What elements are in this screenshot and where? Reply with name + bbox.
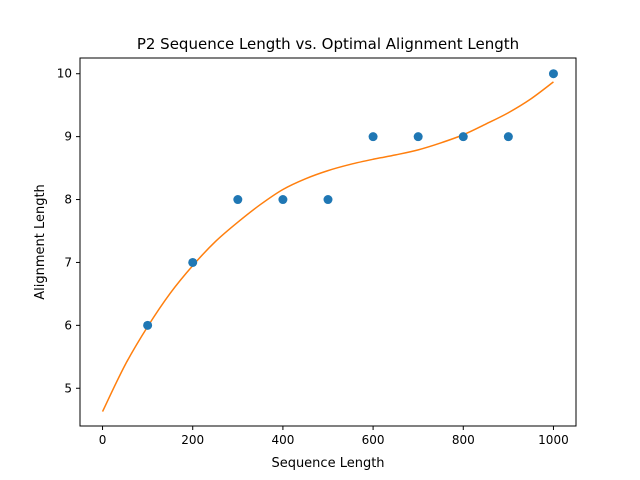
data-point [458,132,468,142]
fit-curve-line [101,81,554,412]
x-tick-label: 200 [181,433,204,447]
y-tick-label: 9 [64,130,72,144]
y-tick-label: 8 [64,193,72,207]
x-tick-label: 400 [271,433,294,447]
data-point [503,132,513,142]
y-tick-label: 6 [64,318,72,332]
x-tick-label: 0 [99,433,107,447]
data-point [548,69,558,79]
x-tick-label: 800 [452,433,475,447]
data-point [143,320,153,330]
x-tick-label: 1000 [538,433,569,447]
y-tick-label: 5 [64,381,72,395]
chart-title: P2 Sequence Length vs. Optimal Alignment… [137,35,519,53]
y-axis: 5 6 7 8 9 10 [57,67,80,395]
data-point [323,195,333,205]
x-tick-label: 600 [362,433,385,447]
y-tick-label: 7 [64,255,72,269]
x-axis-label: Sequence Length [271,456,384,471]
x-axis: 0 200 400 600 800 1000 [99,426,569,447]
data-point [368,132,378,142]
y-tick-label: 10 [57,67,72,81]
plot-area [101,69,558,412]
y-axis-label: Alignment Length [33,184,48,300]
data-point [278,195,288,205]
axes-frame [79,57,577,427]
data-point [233,195,243,205]
data-point [413,132,423,142]
data-point [188,257,198,267]
